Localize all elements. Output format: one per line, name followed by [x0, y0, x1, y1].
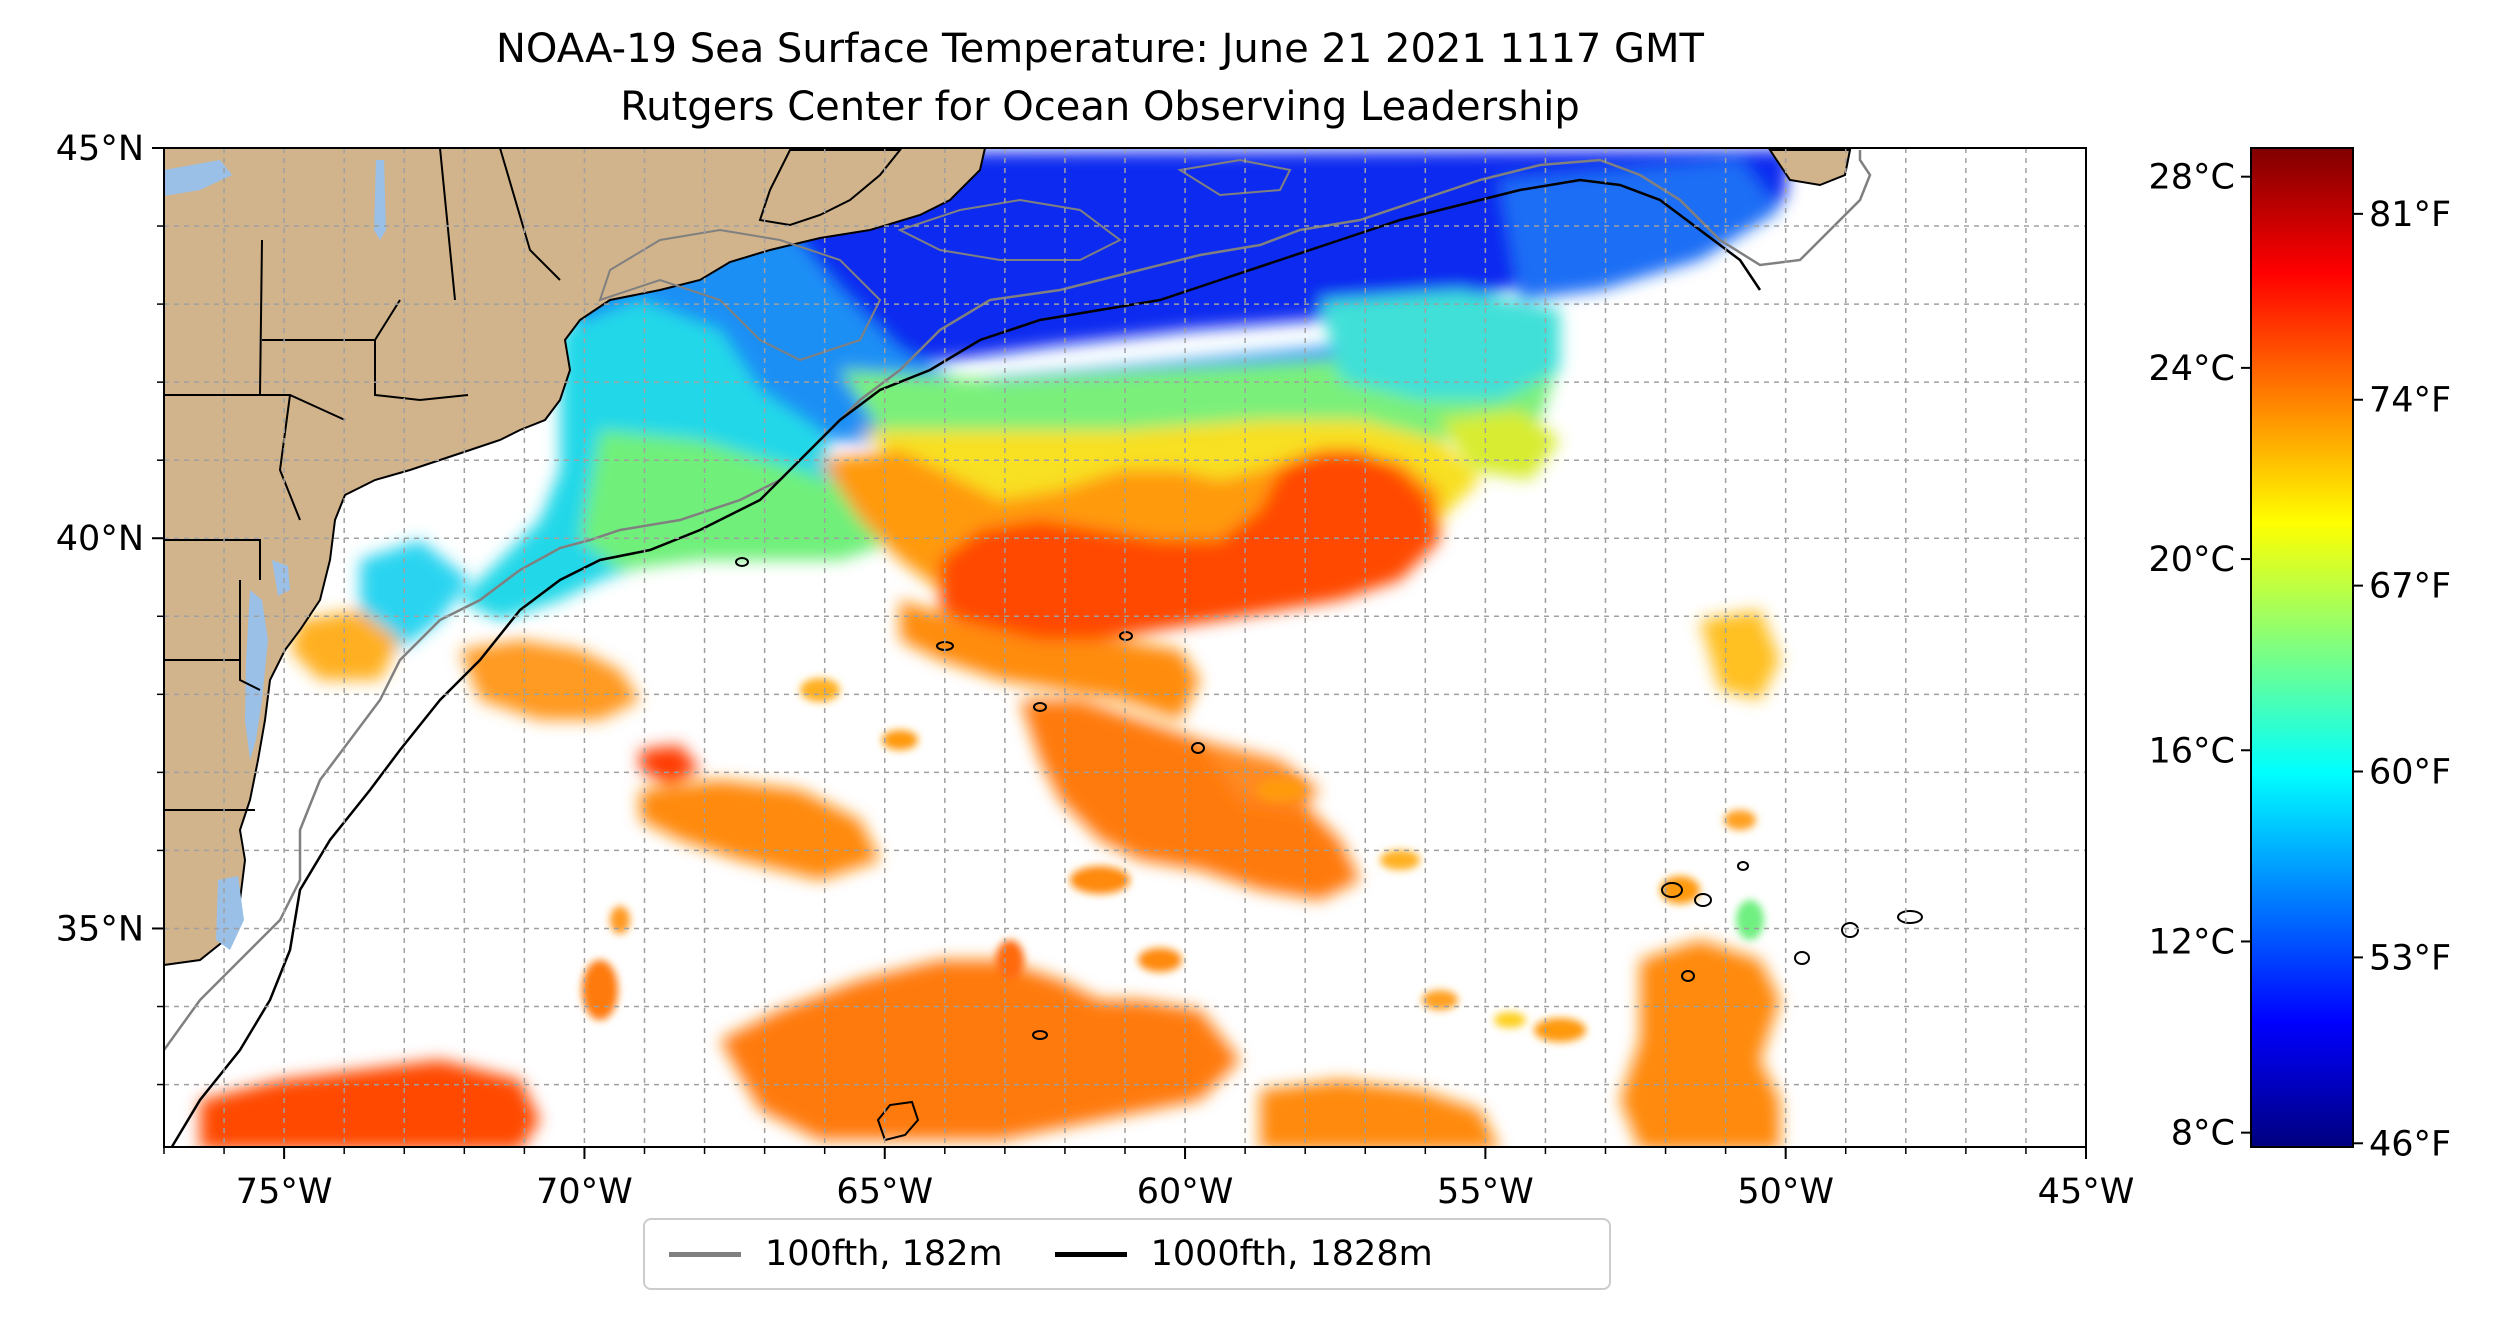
border-line	[419, 394, 469, 401]
sst-cyan-patch-east	[1320, 290, 1560, 400]
border-line	[439, 148, 456, 301]
celsius-tick-label: 20°C	[2149, 540, 2235, 580]
sst-south-east-orange	[1260, 1080, 1499, 1147]
legend-swatch	[669, 1251, 741, 1257]
axis-ticks: 75°W 70°W 65°W 60°W 55°W 50°W 45°W 35°N 40°N 45°N	[56, 129, 2135, 1212]
sst-mid-atlantic-cyan	[360, 540, 470, 650]
border-line	[278, 394, 301, 521]
celsius-tick-label: 28°C	[2149, 158, 2235, 198]
lon-tick-label: 50°W	[1737, 1172, 1834, 1212]
sst-patch	[582, 960, 618, 1020]
celsius-tick-label: 24°C	[2149, 349, 2235, 389]
sst-southwest-red	[200, 1060, 540, 1147]
seamount	[1897, 910, 1923, 924]
fahrenheit-tick-label: 74°F	[2369, 381, 2451, 421]
isobath-100fth-georges	[598, 228, 882, 362]
sst-west-orange-patch	[460, 640, 640, 720]
lake-ontario-edge	[164, 160, 232, 196]
celsius-tick-label: 12°C	[2149, 922, 2235, 962]
isobath-100fth	[164, 150, 1872, 1051]
lake-champlain	[374, 160, 386, 240]
sst-patch	[1534, 1018, 1586, 1042]
seamount	[1694, 893, 1712, 907]
legend: 100fth, 182m 1000fth, 1828m	[643, 1218, 1611, 1290]
sst-patch	[882, 730, 918, 750]
border-line	[259, 239, 263, 396]
sst-mid-orange-field	[640, 780, 880, 880]
celsius-tick-label: 16°C	[2149, 731, 2235, 771]
lon-tick-label: 60°W	[1137, 1172, 1234, 1212]
land-newfoundland	[1768, 149, 1852, 187]
legend-swatch	[1054, 1251, 1127, 1257]
seamount	[1841, 922, 1859, 938]
lon-tick-label: 75°W	[236, 1172, 333, 1212]
state-borders	[164, 148, 561, 811]
legend-label: 1000fth, 1828m	[1150, 1234, 1433, 1274]
lon-tick-label: 45°W	[2038, 1172, 2135, 1212]
lat-tick-label: 45°N	[56, 129, 144, 169]
colorbar-gradient	[2250, 147, 2354, 1148]
sst-patch	[1724, 810, 1756, 830]
delaware-bay	[272, 560, 290, 596]
map-title: NOAA-19 Sea Surface Temperature: June 21…	[495, 26, 1704, 72]
sst-patch	[1138, 948, 1182, 972]
seamount	[1033, 702, 1047, 712]
sst-patch	[1256, 778, 1304, 802]
lat-tick-label: 35°N	[56, 909, 144, 949]
fahrenheit-tick-label: 81°F	[2369, 195, 2451, 235]
sst-field	[164, 148, 1923, 1147]
lon-tick-label: 70°W	[536, 1172, 633, 1212]
sst-south-central-orange	[720, 960, 1240, 1140]
border-line	[499, 148, 561, 281]
border-line	[239, 580, 261, 691]
inland-water	[164, 160, 386, 950]
lon-tick-label: 55°W	[1437, 1172, 1534, 1212]
seamount	[1032, 1030, 1048, 1040]
pamlico-sound	[216, 876, 244, 950]
sst-patch	[800, 678, 840, 702]
isobath-100fth-scotian	[897, 198, 1122, 261]
seamount	[1794, 951, 1810, 965]
sst-patch	[1494, 1012, 1526, 1028]
border-line	[164, 539, 261, 580]
sst-patch	[1380, 850, 1420, 870]
sst-patch	[610, 906, 630, 934]
seamount	[1119, 631, 1133, 641]
plot-frame	[163, 147, 2087, 1148]
sst-east-orange-strip	[1620, 940, 1780, 1147]
chesapeake-bay	[245, 590, 268, 760]
seamount	[1661, 882, 1683, 898]
celsius-tick-label: 8°C	[2171, 1114, 2235, 1154]
colorbar-ticks: 8°C 12°C 16°C 20°C 24°C 28°C 46°F 53°F 60°F 67°F 7…	[2149, 158, 2452, 1165]
sst-east-yellow-patch	[1700, 610, 1780, 700]
sst-patch	[1070, 866, 1130, 894]
legend-item-100fth: 100fth, 182m	[669, 1234, 1003, 1274]
sst-west-yellow-patch	[290, 610, 400, 680]
legend-label: 100fth, 182m	[765, 1234, 1003, 1274]
lon-tick-label: 65°W	[836, 1172, 933, 1212]
lat-tick-label: 40°N	[56, 519, 144, 559]
isobath-1000fth	[170, 178, 1762, 1147]
legend-item-1000fth: 1000fth, 1828m	[1054, 1234, 1433, 1274]
seamount	[1191, 742, 1205, 754]
seamount	[1681, 970, 1695, 982]
sst-patch	[996, 940, 1024, 980]
seamount	[735, 557, 749, 567]
sst-patch	[1736, 900, 1764, 940]
map-subtitle: Rutgers Center for Ocean Observing Leade…	[620, 84, 1580, 130]
sst-cool-blue	[1500, 160, 1780, 300]
fahrenheit-tick-label: 46°F	[2369, 1124, 2451, 1164]
sst-west-red-spot	[640, 745, 700, 785]
isobath-100fth-banquereau	[1177, 158, 1292, 197]
sst-patch	[1422, 990, 1458, 1010]
sst-yellow-green-east	[1440, 410, 1560, 480]
fahrenheit-tick-label: 60°F	[2369, 753, 2451, 793]
fahrenheit-tick-label: 67°F	[2369, 567, 2451, 607]
fahrenheit-tick-label: 53°F	[2369, 938, 2451, 978]
land-nova-scotia	[758, 149, 903, 227]
seamount	[1737, 861, 1749, 871]
